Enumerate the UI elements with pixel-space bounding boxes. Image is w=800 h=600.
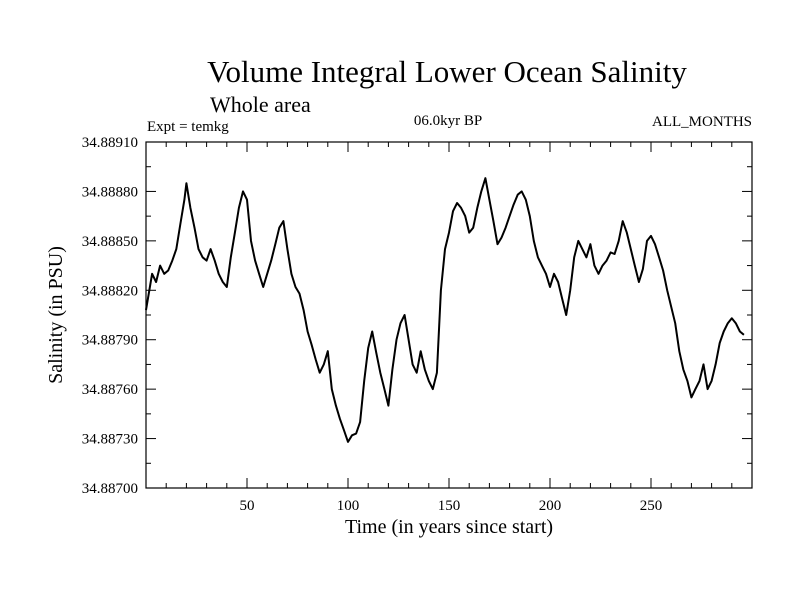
- x-axis-ticks: 50 100 150 200 250: [240, 142, 663, 514]
- y-axis-label: Salinity (in PSU): [45, 246, 67, 384]
- y-axis-ticks: 34.88700 34.88730 34.88760 34.88790 34.88820…: [82, 135, 752, 497]
- chart-title: Volume Integral Lower Ocean Salinity: [207, 54, 687, 89]
- y-tick-label: 34.88850: [82, 234, 138, 250]
- x-tick-label: 250: [640, 498, 663, 514]
- y-tick-label: 34.88820: [82, 283, 138, 299]
- minor-ticks: [146, 142, 752, 488]
- x-tick-label: 150: [438, 498, 461, 514]
- salinity-series-line: [145, 177, 745, 443]
- chart-subtitle: Whole area: [210, 92, 311, 117]
- x-tick-label: 50: [240, 498, 255, 514]
- period-label: 06.0kyr BP: [414, 113, 482, 129]
- plot-frame: [145, 141, 753, 489]
- y-tick-label: 34.88760: [82, 382, 138, 398]
- x-axis-label: Time (in years since start): [345, 516, 553, 538]
- season-label: ALL_MONTHS: [652, 114, 752, 130]
- y-tick-label: 34.88910: [82, 135, 138, 151]
- y-tick-label: 34.88700: [82, 481, 138, 497]
- y-tick-label: 34.88880: [82, 184, 138, 200]
- y-tick-label: 34.88730: [82, 432, 138, 448]
- x-tick-label: 100: [337, 498, 360, 514]
- x-tick-label: 200: [539, 498, 562, 514]
- experiment-label: Expt = temkg: [147, 119, 229, 135]
- y-tick-label: 34.88790: [82, 333, 138, 349]
